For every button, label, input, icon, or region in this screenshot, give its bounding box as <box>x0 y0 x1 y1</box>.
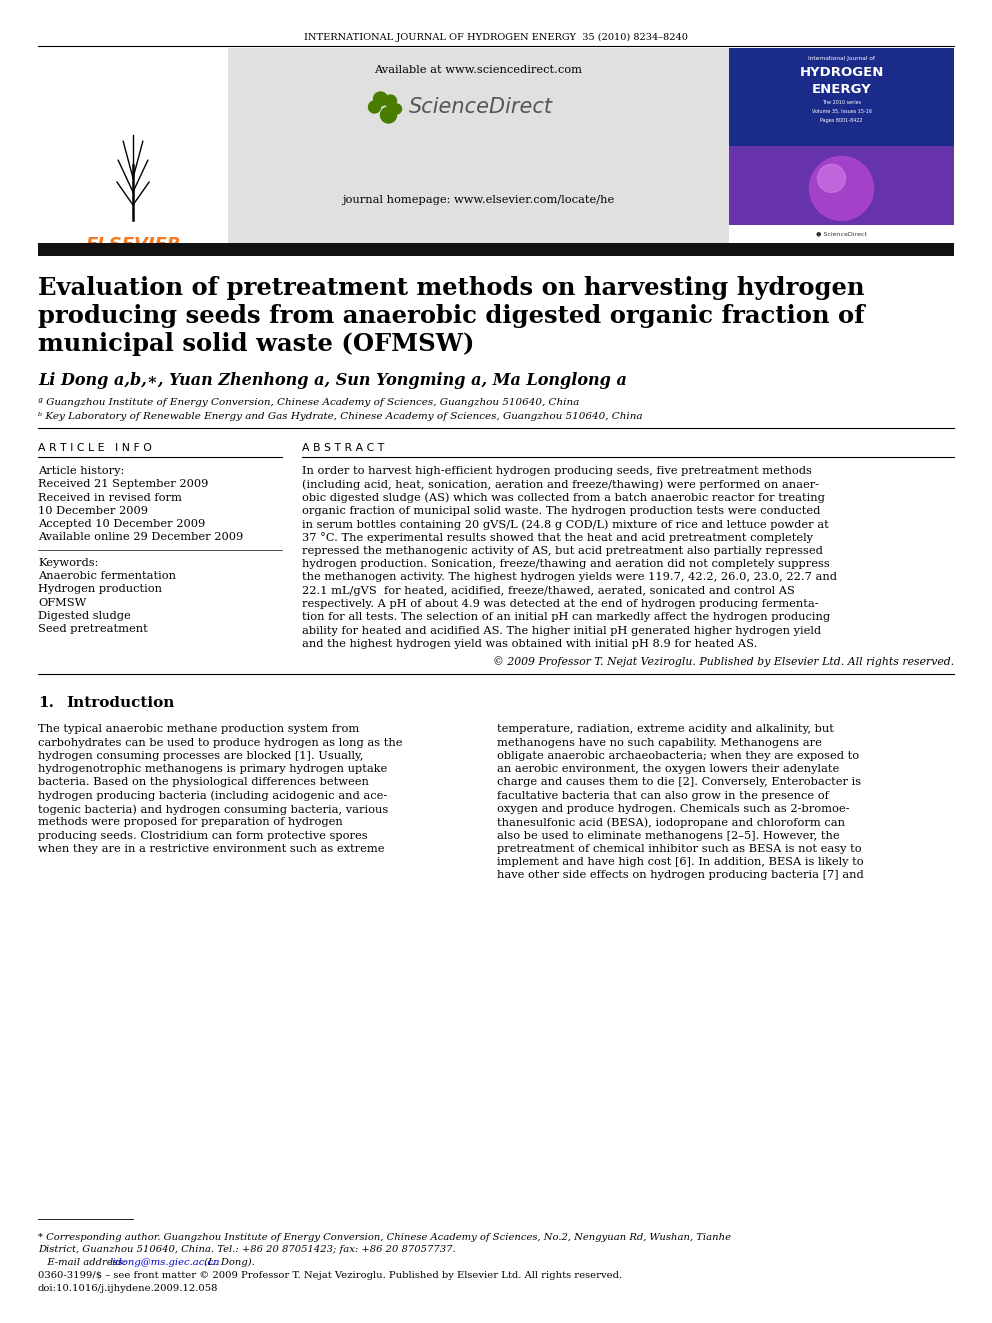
Text: the methanogen activity. The highest hydrogen yields were 119.7, 42.2, 26.0, 23.: the methanogen activity. The highest hyd… <box>302 573 837 582</box>
Circle shape <box>809 156 874 221</box>
Bar <box>729 146 954 243</box>
Bar <box>729 48 954 243</box>
Text: Seed pretreatment: Seed pretreatment <box>38 624 148 634</box>
Text: ENERGY: ENERGY <box>811 83 871 97</box>
Text: charge and causes them to die [2]. Conversely, Enterobacter is: charge and causes them to die [2]. Conve… <box>497 778 861 787</box>
Text: bacteria. Based on the physiological differences between: bacteria. Based on the physiological dif… <box>38 778 369 787</box>
Circle shape <box>392 105 402 114</box>
Text: temperature, radiation, extreme acidity and alkalinity, but: temperature, radiation, extreme acidity … <box>497 724 834 734</box>
Text: 0360-3199/$ – see front matter © 2009 Professor T. Nejat Veziroglu. Published by: 0360-3199/$ – see front matter © 2009 Pr… <box>38 1271 622 1279</box>
Text: journal homepage: www.elsevier.com/locate/he: journal homepage: www.elsevier.com/locat… <box>342 194 615 205</box>
Circle shape <box>374 93 388 106</box>
Text: A R T I C L E   I N F O: A R T I C L E I N F O <box>38 443 152 452</box>
Text: Article history:: Article history: <box>38 466 124 476</box>
Text: methanogens have no such capability. Methanogens are: methanogens have no such capability. Met… <box>497 737 822 747</box>
Text: E-mail address:: E-mail address: <box>38 1258 129 1267</box>
Text: Available at www.sciencedirect.com: Available at www.sciencedirect.com <box>375 65 582 75</box>
Text: pretreatment of chemical inhibitor such as BESA is not easy to: pretreatment of chemical inhibitor such … <box>497 844 862 853</box>
Text: Accepted 10 December 2009: Accepted 10 December 2009 <box>38 519 205 529</box>
Text: Introduction: Introduction <box>66 696 175 710</box>
Text: Anaerobic fermentation: Anaerobic fermentation <box>38 572 176 581</box>
Text: ELSEVIER: ELSEVIER <box>85 235 181 254</box>
Text: In order to harvest high-efficient hydrogen producing seeds, five pretreatment m: In order to harvest high-efficient hydro… <box>302 466 811 476</box>
Text: The 2010 series: The 2010 series <box>822 101 861 105</box>
Text: Received in revised form: Received in revised form <box>38 492 182 503</box>
Bar <box>729 49 954 146</box>
Text: * Corresponding author. Guangzhou Institute of Energy Conversion, Chinese Academ: * Corresponding author. Guangzhou Instit… <box>38 1233 731 1242</box>
Text: when they are in a restrictive environment such as extreme: when they are in a restrictive environme… <box>38 844 385 853</box>
Text: municipal solid waste (OFMSW): municipal solid waste (OFMSW) <box>38 332 474 356</box>
Text: ª Guangzhou Institute of Energy Conversion, Chinese Academy of Sciences, Guangzh: ª Guangzhou Institute of Energy Conversi… <box>38 398 579 407</box>
Circle shape <box>385 95 397 107</box>
Text: 10 December 2009: 10 December 2009 <box>38 505 148 516</box>
Text: have other side effects on hydrogen producing bacteria [7] and: have other side effects on hydrogen prod… <box>497 871 864 881</box>
Text: District, Guanzhou 510640, China. Tel.: +86 20 87051423; fax: +86 20 87057737.: District, Guanzhou 510640, China. Tel.: … <box>38 1245 455 1254</box>
Text: organic fraction of municipal solid waste. The hydrogen production tests were co: organic fraction of municipal solid wast… <box>302 505 820 516</box>
Bar <box>729 225 954 243</box>
Text: producing seeds from anaerobic digested organic fraction of: producing seeds from anaerobic digested … <box>38 304 865 328</box>
Text: HYDROGEN: HYDROGEN <box>800 66 884 79</box>
Text: Digested sludge: Digested sludge <box>38 611 131 620</box>
Text: hydrogen consuming processes are blocked [1]. Usually,: hydrogen consuming processes are blocked… <box>38 750 363 761</box>
Text: obligate anaerobic archaeobacteria; when they are exposed to: obligate anaerobic archaeobacteria; when… <box>497 750 859 761</box>
Text: hydrogen production. Sonication, freeze/thawing and aeration did not completely : hydrogen production. Sonication, freeze/… <box>302 560 829 569</box>
Bar <box>228 48 729 243</box>
Text: OFMSW: OFMSW <box>38 598 86 607</box>
Text: (L. Dong).: (L. Dong). <box>201 1258 255 1267</box>
Text: The typical anaerobic methane production system from: The typical anaerobic methane production… <box>38 724 359 734</box>
Text: 22.1 mL/gVS  for heated, acidified, freeze/thawed, aerated, sonicated and contro: 22.1 mL/gVS for heated, acidified, freez… <box>302 586 795 595</box>
Text: International Journal of: International Journal of <box>808 56 875 61</box>
Text: Received 21 September 2009: Received 21 September 2009 <box>38 479 208 490</box>
Text: ScienceDirect: ScienceDirect <box>409 97 553 116</box>
Text: (including acid, heat, sonication, aeration and freeze/thawing) were performed o: (including acid, heat, sonication, aerat… <box>302 479 819 490</box>
Text: Evaluation of pretreatment methods on harvesting hydrogen: Evaluation of pretreatment methods on ha… <box>38 277 864 300</box>
Text: respectively. A pH of about 4.9 was detected at the end of hydrogen producing fe: respectively. A pH of about 4.9 was dete… <box>302 599 818 609</box>
Text: carbohydrates can be used to produce hydrogen as long as the: carbohydrates can be used to produce hyd… <box>38 737 403 747</box>
Text: an aerobic environment, the oxygen lowers their adenylate: an aerobic environment, the oxygen lower… <box>497 765 839 774</box>
Text: ᵇ Key Laboratory of Renewable Energy and Gas Hydrate, Chinese Academy of Science: ᵇ Key Laboratory of Renewable Energy and… <box>38 411 643 421</box>
Text: 1.: 1. <box>38 696 54 710</box>
Text: methods were proposed for preparation of hydrogen: methods were proposed for preparation of… <box>38 818 343 827</box>
Text: obic digested sludge (AS) which was collected from a batch anaerobic reactor for: obic digested sludge (AS) which was coll… <box>302 492 825 503</box>
Circle shape <box>368 101 381 112</box>
Text: Volume 35, Issues 15-16: Volume 35, Issues 15-16 <box>811 108 872 114</box>
Text: Keywords:: Keywords: <box>38 558 98 568</box>
Text: implement and have high cost [6]. In addition, BESA is likely to: implement and have high cost [6]. In add… <box>497 857 864 867</box>
Text: facultative bacteria that can also grow in the presence of: facultative bacteria that can also grow … <box>497 791 829 800</box>
Text: doi:10.1016/j.ijhydene.2009.12.058: doi:10.1016/j.ijhydene.2009.12.058 <box>38 1285 218 1293</box>
Text: and the highest hydrogen yield was obtained with initial pH 8.9 for heated AS.: and the highest hydrogen yield was obtai… <box>302 639 757 648</box>
Text: thanesulfonic acid (BESA), iodopropane and chloroform can: thanesulfonic acid (BESA), iodopropane a… <box>497 818 845 828</box>
Text: tion for all tests. The selection of an initial pH can markedly affect the hydro: tion for all tests. The selection of an … <box>302 613 830 622</box>
Text: hydrogen producing bacteria (including acidogenic and ace-: hydrogen producing bacteria (including a… <box>38 791 387 802</box>
Text: togenic bacteria) and hydrogen consuming bacteria, various: togenic bacteria) and hydrogen consuming… <box>38 804 388 815</box>
Text: oxygen and produce hydrogen. Chemicals such as 2-bromoe-: oxygen and produce hydrogen. Chemicals s… <box>497 804 849 814</box>
Circle shape <box>381 107 397 123</box>
Text: hydrogenotrophic methanogens is primary hydrogen uptake: hydrogenotrophic methanogens is primary … <box>38 765 387 774</box>
Text: also be used to eliminate methanogens [2–5]. However, the: also be used to eliminate methanogens [2… <box>497 831 839 840</box>
Circle shape <box>817 164 845 192</box>
Text: © 2009 Professor T. Nejat Veziroglu. Published by Elsevier Ltd. All rights reser: © 2009 Professor T. Nejat Veziroglu. Pub… <box>493 656 954 667</box>
Text: ● ScienceDirect: ● ScienceDirect <box>816 232 867 237</box>
Bar <box>38 48 228 243</box>
Text: Available online 29 December 2009: Available online 29 December 2009 <box>38 532 243 542</box>
Text: lidong@ms.giec.ac.cn: lidong@ms.giec.ac.cn <box>110 1258 220 1267</box>
Text: INTERNATIONAL JOURNAL OF HYDROGEN ENERGY  35 (2010) 8234–8240: INTERNATIONAL JOURNAL OF HYDROGEN ENERGY… <box>305 33 687 42</box>
Text: repressed the methanogenic activity of AS, but acid pretreatment also partially : repressed the methanogenic activity of A… <box>302 546 823 556</box>
Text: producing seeds. Clostridium can form protective spores: producing seeds. Clostridium can form pr… <box>38 831 368 840</box>
Text: Hydrogen production: Hydrogen production <box>38 585 162 594</box>
Bar <box>38 243 954 255</box>
Text: ability for heated and acidified AS. The higher initial pH generated higher hydr: ability for heated and acidified AS. The… <box>302 626 821 635</box>
Text: Pages 8001-8422: Pages 8001-8422 <box>820 118 863 123</box>
Text: Li Dong a,b,∗, Yuan Zhenhong a, Sun Yongming a, Ma Longlong a: Li Dong a,b,∗, Yuan Zhenhong a, Sun Yong… <box>38 372 627 389</box>
Text: A B S T R A C T: A B S T R A C T <box>302 443 384 452</box>
Text: in serum bottles containing 20 gVS/L (24.8 g COD/L) mixture of rice and lettuce : in serum bottles containing 20 gVS/L (24… <box>302 519 828 529</box>
Text: 37 °C. The experimental results showed that the heat and acid pretreatment compl: 37 °C. The experimental results showed t… <box>302 532 813 544</box>
